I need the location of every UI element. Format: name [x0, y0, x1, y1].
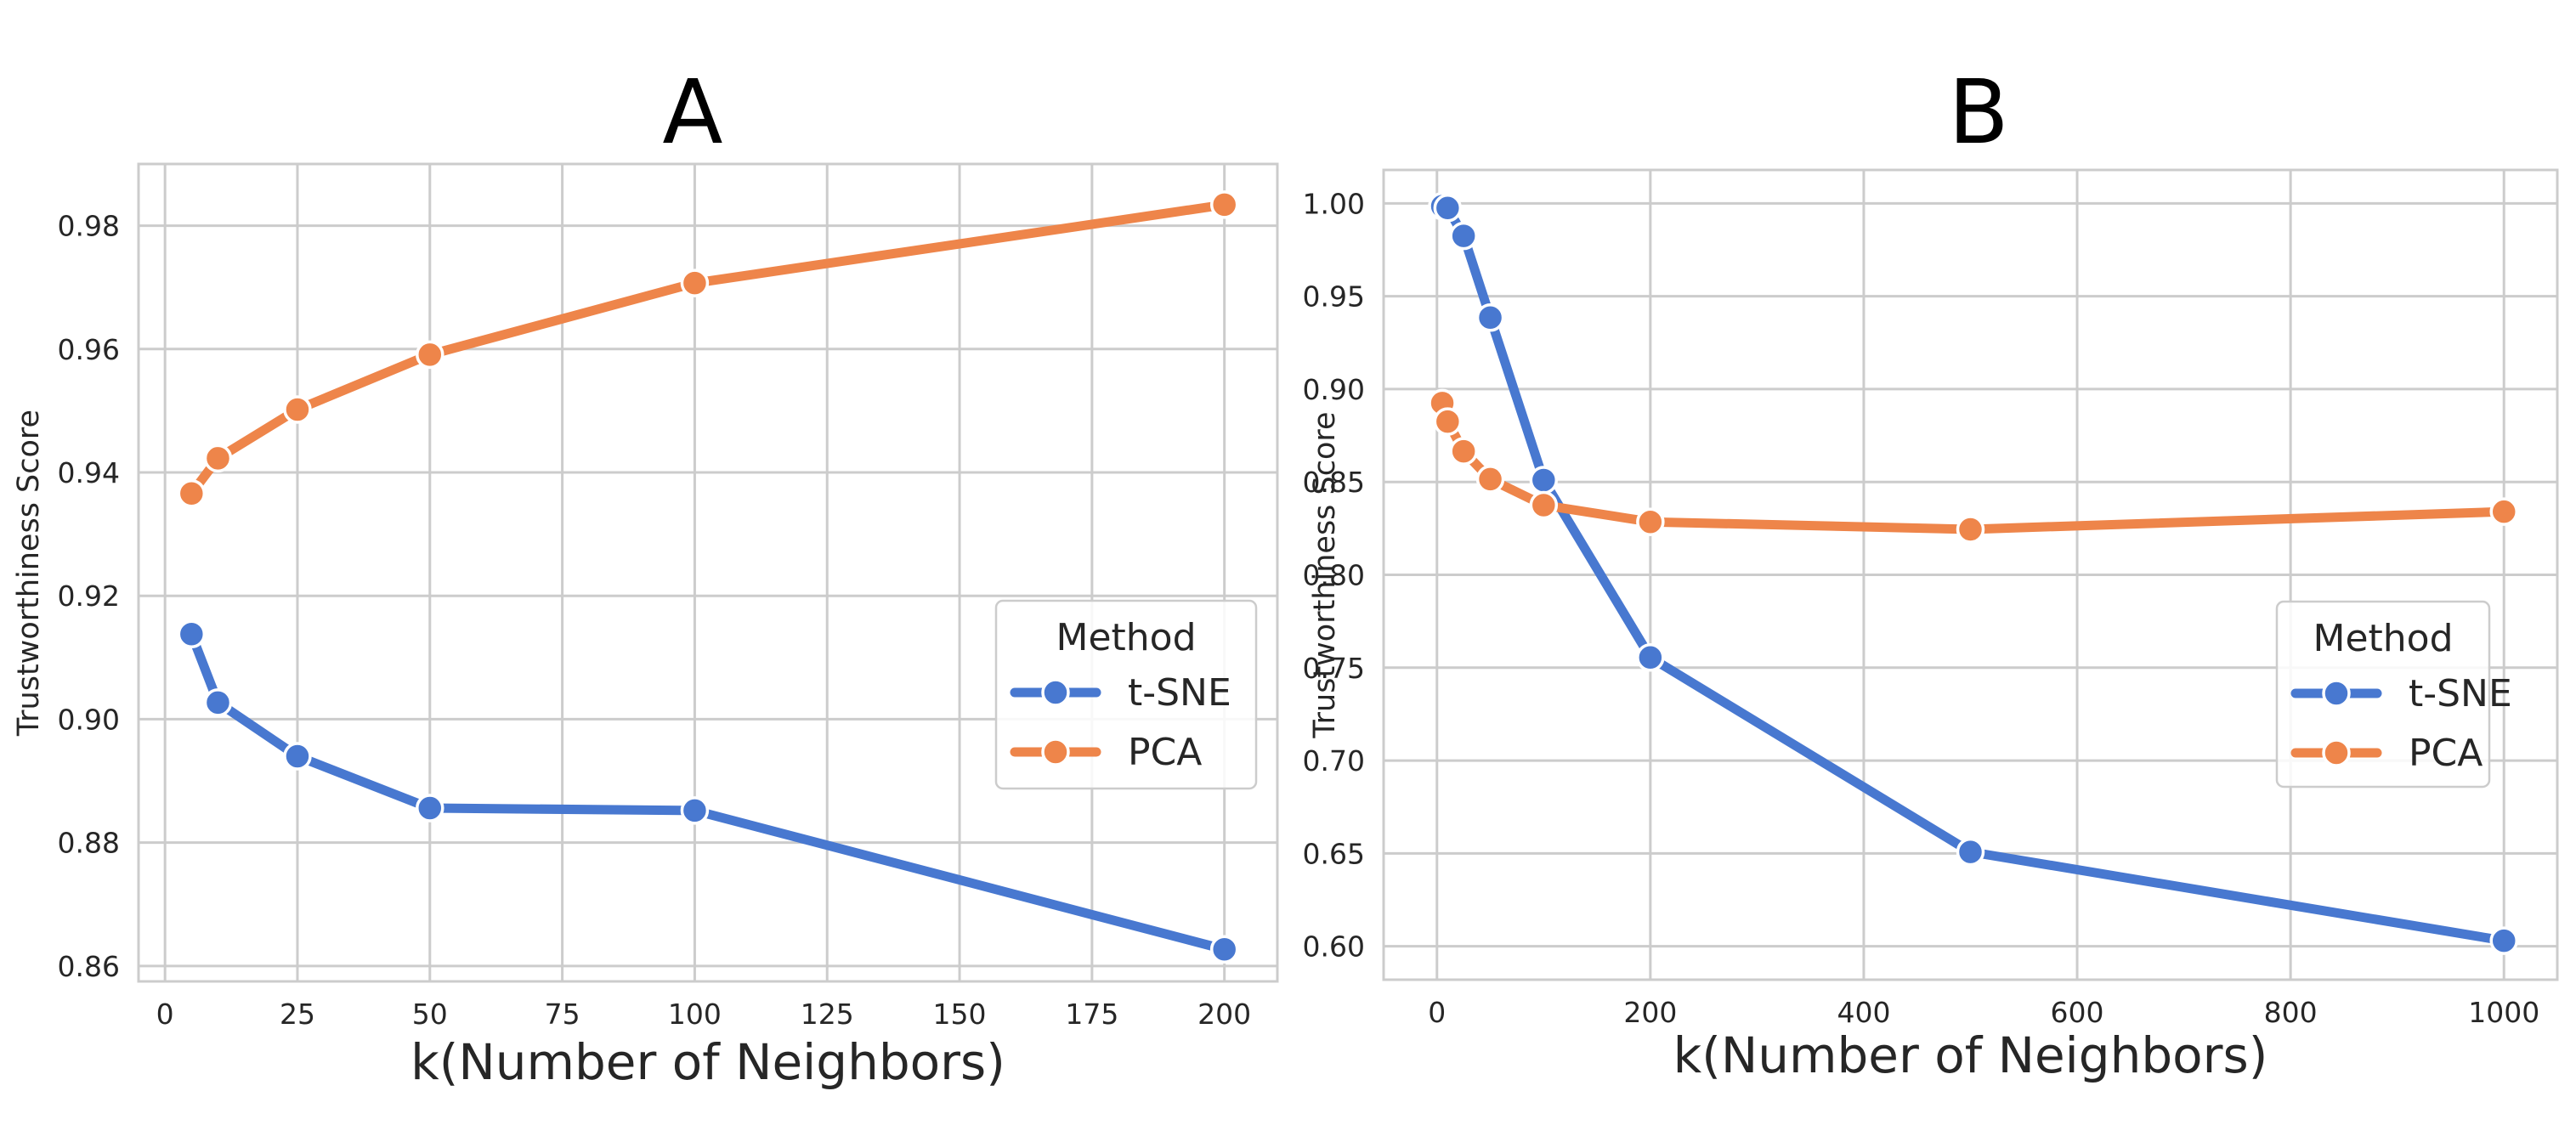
legend-label-tsne: t-SNE — [2409, 672, 2512, 715]
x-tick-label: 200 — [1197, 998, 1251, 1031]
data-point-tsne — [1449, 221, 1478, 251]
legend-label-pca: PCA — [2409, 732, 2483, 775]
x-tick-label: 0 — [156, 998, 174, 1031]
x-tick-label: 200 — [1623, 996, 1677, 1029]
legend-marker-tsne — [1041, 678, 1070, 707]
data-point-tsne — [1433, 194, 1463, 223]
data-point-tsne — [283, 742, 312, 771]
x-tick-label: 0 — [1428, 996, 1446, 1029]
y-tick-label: 1.00 — [1303, 187, 1365, 220]
y-tick-label: 0.80 — [1303, 559, 1365, 592]
y-tick-label: 0.94 — [58, 456, 120, 489]
legend-label-pca: PCA — [1128, 731, 1202, 774]
legend: Method t-SNE PCA — [2275, 600, 2512, 789]
data-point-tsne — [203, 688, 233, 717]
legend: Method t-SNE PCA — [994, 599, 1258, 790]
x-tick-label: 150 — [933, 998, 987, 1031]
legend-marker-pca — [2322, 738, 2351, 767]
y-tick-label: 0.70 — [1303, 744, 1365, 777]
x-axis-label: k(Number of Neighbors) — [1673, 1026, 2268, 1084]
y-tick-label: 0.90 — [58, 703, 120, 736]
x-tick-label: 1000 — [2468, 996, 2539, 1029]
legend-marker-tsne — [2322, 679, 2351, 708]
y-tick-label: 0.85 — [1303, 466, 1365, 499]
data-point-tsne — [680, 796, 710, 825]
data-point-pca — [1449, 437, 1478, 466]
x-tick-label: 25 — [280, 998, 315, 1031]
plot-frame — [137, 162, 1279, 983]
data-point-pca — [283, 395, 312, 424]
y-tick-label: 0.86 — [58, 950, 120, 983]
data-point-pca — [1956, 515, 1985, 544]
data-point-tsne — [1209, 935, 1239, 964]
legend-title: Method — [2313, 617, 2453, 660]
y-tick-label: 0.95 — [1303, 280, 1365, 314]
y-tick-label: 0.96 — [58, 333, 120, 366]
data-point-tsne — [1636, 643, 1665, 672]
data-point-pca — [203, 444, 233, 473]
data-point-pca — [1209, 190, 1239, 219]
chart-title: A — [662, 60, 722, 164]
y-axis-label: Trustworthiness Score — [12, 410, 46, 737]
legend-title: Method — [1056, 616, 1196, 659]
data-point-tsne — [416, 794, 444, 823]
x-tick-label: 800 — [2264, 996, 2318, 1029]
data-point-pca — [2489, 497, 2518, 526]
x-tick-label: 50 — [412, 998, 448, 1031]
x-tick-label: 400 — [1837, 996, 1890, 1029]
y-tick-label: 0.75 — [1303, 652, 1365, 685]
x-tick-label: 75 — [545, 998, 580, 1031]
x-tick-label: 125 — [801, 998, 854, 1031]
y-tick-label: 0.92 — [58, 579, 120, 613]
data-point-tsne — [1475, 303, 1505, 332]
legend-marker-pca — [1041, 738, 1070, 766]
data-point-pca — [1636, 507, 1665, 536]
y-axis-label: Trustworthiness Score — [1308, 411, 1342, 738]
y-tick-label: 0.60 — [1303, 930, 1365, 964]
y-tick-label: 0.65 — [1303, 837, 1365, 870]
y-tick-label: 0.88 — [58, 827, 120, 860]
data-point-pca — [1475, 465, 1505, 494]
x-tick-label: 600 — [2051, 996, 2104, 1029]
data-point-pca — [177, 478, 207, 508]
chart-title: B — [1948, 60, 2008, 164]
data-point-pca — [680, 269, 710, 297]
x-axis-label: k(Number of Neighbors) — [410, 1033, 1005, 1091]
y-tick-label: 0.90 — [1303, 373, 1365, 406]
data-point-pca — [1529, 490, 1559, 520]
data-point-pca — [416, 340, 444, 370]
series-line-tsne — [1437, 201, 2509, 946]
data-point-pca — [1433, 407, 1463, 436]
chart-panel-a: 0 25 50 75 100 125 150 175 200 0.86 0.88 0.90 0.92 0.… — [12, 60, 1279, 1091]
data-point-tsne — [1956, 837, 1985, 867]
y-tick-label: 0.98 — [58, 210, 120, 243]
data-point-tsne — [177, 619, 207, 648]
x-tick-label: 100 — [668, 998, 722, 1031]
chart-panel-b: 0 200 400 600 800 1000 0.60 0.65 0.70 0.75 0.80 0.8… — [1303, 60, 2559, 1084]
data-point-tsne — [2489, 926, 2518, 955]
legend-label-tsne: t-SNE — [1128, 671, 1231, 715]
series-line-pca — [1437, 398, 2509, 534]
x-tick-label: 175 — [1065, 998, 1118, 1031]
plot-frame — [1382, 168, 2559, 981]
data-point-tsne — [1529, 466, 1559, 495]
